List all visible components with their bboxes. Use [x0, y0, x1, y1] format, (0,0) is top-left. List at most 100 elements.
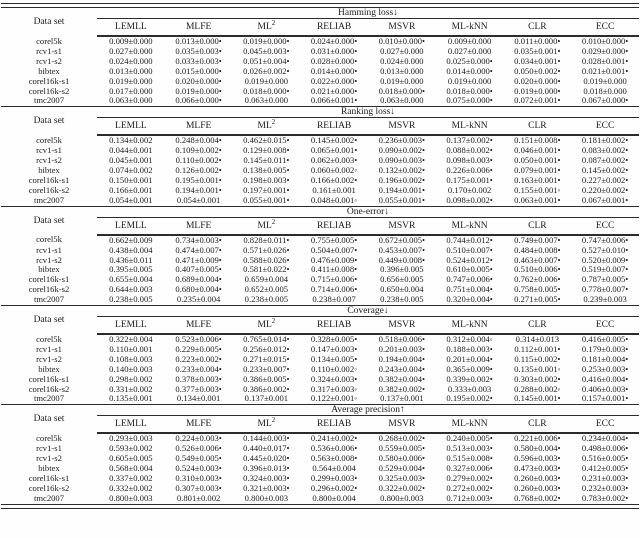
value-cell: 0.108±0.003	[109, 354, 153, 364]
method-header: ECC	[571, 415, 639, 435]
value-cell: 0.751±0.004•	[446, 285, 493, 295]
value-cell: 0.498±0.006•	[581, 444, 629, 454]
dataset-column-header: Data set	[33, 116, 65, 127]
value-cell: 0.134±0.002	[109, 135, 153, 146]
table-row: corel16k-s1 0.019±0.000 0.020±0.000• 0.019±…	[1, 77, 639, 87]
value-cell: 0.416±0.004•	[581, 374, 629, 384]
value-cell: 0.325±0.003•	[378, 474, 426, 483]
value-cell: 0.241±0.002•	[310, 433, 358, 444]
value-cell: 0.135±0.001	[109, 394, 153, 404]
value-cell: 0.762±0.006•	[514, 275, 561, 285]
dataset-column-header: Data set	[33, 215, 65, 226]
dataset-column-header: Data set	[33, 17, 65, 27]
method-header: ML-kNN	[435, 316, 504, 336]
value-cell: 0.317±0.003◦	[310, 384, 358, 394]
value-cell: 0.013±0.000•	[175, 36, 222, 46]
value-cell: 0.332±0.002	[109, 483, 153, 493]
value-cell: 0.800±0.003	[380, 493, 424, 503]
table-row: corel16k-s2 0.017±0.000 0.019±0.000• 0.018±…	[1, 87, 639, 97]
section-header-row: Data set Coverage↓	[1, 305, 639, 325]
method-header: LEMLL	[97, 415, 165, 435]
table-row: rcv1-s2 0.108±0.003 0.223±0.002• 0.271±0.01…	[1, 355, 639, 365]
value-cell: 0.303±0.002•	[514, 374, 561, 384]
value-cell: 0.449±0.008•	[378, 255, 426, 265]
value-cell: 0.248±0.004•	[175, 135, 222, 146]
table-row: corel5k 0.662±0.009 0.734±0.003• 0.828±0.01…	[1, 235, 639, 246]
value-cell: 0.680±0.004•	[175, 285, 222, 295]
value-cell: 0.605±0.005	[109, 454, 153, 464]
value-cell: 0.179±0.003•	[581, 344, 629, 354]
method-header: ECC	[571, 217, 639, 236]
value-cell: 0.150±0.001	[109, 175, 153, 185]
value-cell: 0.233±0.007•	[243, 364, 290, 374]
value-cell: 0.440±0.017•	[243, 444, 290, 454]
value-cell: 0.758±0.005•	[514, 285, 561, 295]
value-cell: 0.331±0.002	[109, 384, 153, 394]
value-cell: 0.386±0.002•	[243, 384, 290, 394]
value-cell: 0.088±0.002•	[446, 146, 493, 156]
value-cell: 0.034±0.001•	[514, 56, 561, 66]
value-cell: 0.018±0.000•	[243, 86, 290, 96]
dataset-label: corel16k-s2	[28, 384, 70, 394]
method-header: MSVR	[368, 316, 436, 336]
section-header-row: Data set Average precision↑	[1, 404, 639, 424]
method-header: CLR	[503, 117, 572, 137]
value-cell: 0.019±0.000	[244, 76, 289, 86]
value-cell: 0.018±0.000•	[378, 86, 426, 96]
value-cell: 0.473±0.003•	[514, 464, 561, 474]
value-cell: 0.321±0.003•	[243, 483, 290, 493]
dataset-label: rcv1-s2	[36, 354, 62, 364]
table-row: corel16k-s2 0.331±0.002 0.377±0.003• 0.386±…	[1, 385, 639, 395]
value-cell: 0.801±0.002	[176, 493, 221, 503]
value-cell: 0.365±0.009•	[446, 364, 493, 374]
value-cell: 0.194±0.004•	[378, 354, 426, 364]
dataset-label: bibtex	[38, 464, 60, 474]
dataset-label: tmc2007	[33, 295, 65, 305]
value-cell: 0.524±0.012•	[446, 255, 493, 265]
method-header: RELIAB	[300, 217, 368, 236]
dataset-label: corel16k-s1	[28, 175, 70, 185]
dataset-label: bibtex	[38, 166, 60, 176]
dataset-label: rcv1-s2	[36, 56, 62, 66]
method-header: MLFE	[164, 117, 233, 137]
methods-header-row: LEMLL MLFE ML2 RELIAB MSVR ML-kNN CLR ECC	[1, 415, 639, 435]
value-cell: 0.659±0.004	[244, 275, 289, 285]
value-cell: 0.021±0.000•	[310, 86, 358, 96]
dataset-label: rcv1-s2	[36, 454, 62, 464]
value-cell: 0.233±0.004•	[175, 364, 222, 374]
methods-header-row: LEMLL MLFE ML2 RELIAB MSVR ML-kNN CLR ECC	[1, 117, 639, 137]
value-cell: 0.019±0.000	[380, 76, 424, 86]
value-cell: 0.689±0.004•	[175, 275, 222, 285]
value-cell: 0.339±0.002•	[446, 374, 493, 384]
value-cell: 0.014±0.000•	[446, 66, 493, 76]
table-row: rcv1-s1 0.593±0.002 0.526±0.006• 0.440±0.01…	[1, 444, 639, 454]
method-header: MLFE	[164, 316, 233, 336]
dataset-label: corel16k-s1	[28, 374, 70, 384]
value-cell: 0.054±0.001	[176, 195, 221, 205]
method-header: MSVR	[368, 18, 436, 37]
value-cell: 0.314±0.013	[515, 334, 560, 345]
value-cell: 0.253±0.003•	[581, 364, 629, 374]
value-cell: 0.296±0.002•	[310, 483, 358, 493]
table-row: rcv1-s2 0.436±0.011 0.471±0.009• 0.588±0.02…	[1, 256, 639, 266]
value-cell: 0.063±0.000	[244, 96, 289, 106]
value-cell: 0.747±0.006•	[581, 234, 629, 245]
value-cell: 0.035±0.001•	[514, 46, 561, 56]
value-cell: 0.161±0.001	[312, 185, 356, 195]
method-header: LEMLL	[97, 316, 165, 336]
value-cell: 0.238±0.005	[244, 295, 289, 305]
value-cell: 0.201±0.004•	[446, 354, 493, 364]
value-cell: 0.463±0.007•	[514, 255, 561, 265]
value-cell: 0.020±0.000•	[175, 76, 222, 86]
table-row: tmc2007 0.238±0.005 0.235±0.004 0.238±0.005…	[1, 295, 639, 305]
value-cell: 0.238±0.007	[312, 295, 356, 305]
value-cell: 0.019±0.000•	[243, 36, 290, 46]
method-header: RELIAB	[300, 415, 368, 435]
table-row: corel16k-s1 0.150±0.001 0.195±0.001• 0.198±…	[1, 176, 639, 186]
value-cell: 0.050±0.002•	[514, 66, 561, 76]
value-cell: 0.126±0.002•	[175, 166, 222, 176]
value-cell: 0.238±0.005	[380, 295, 424, 305]
metric-title: One-error↓	[97, 206, 639, 218]
value-cell: 0.115±0.002•	[514, 354, 561, 364]
value-cell: 0.201±0.003•	[378, 344, 426, 354]
